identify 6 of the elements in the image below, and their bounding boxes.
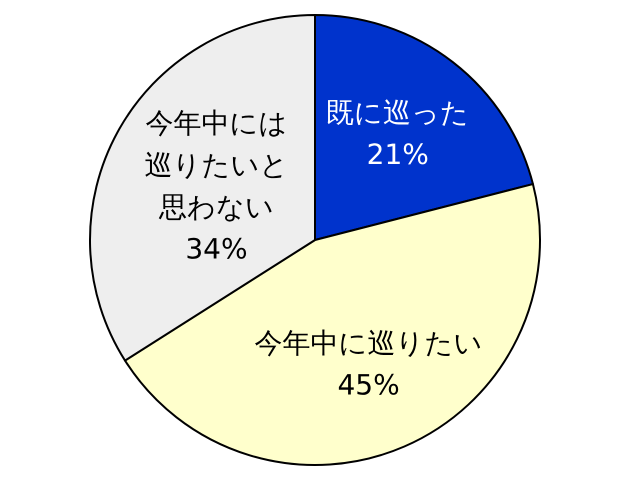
data-label: 21%: [366, 138, 429, 171]
slice-label: 今年中には巡りたいと思わない: [144, 106, 288, 224]
data-label: 45%: [338, 368, 400, 402]
slice-label: 既に巡った: [326, 96, 470, 129]
data-label: 34%: [185, 232, 248, 266]
slice-label: 今年中に巡りたい: [254, 326, 483, 360]
